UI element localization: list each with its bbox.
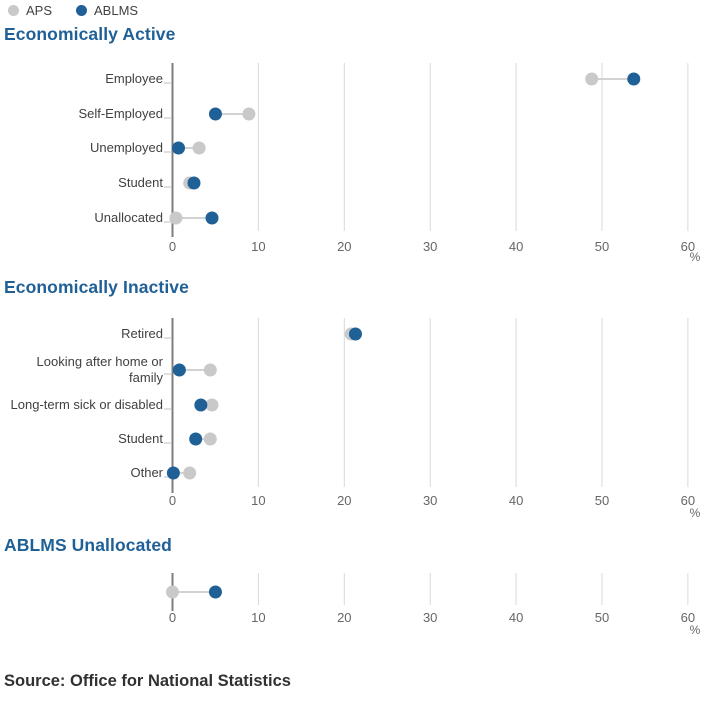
legend-dot-icon [8,5,19,16]
data-point-aps [242,107,256,121]
data-point-aps [169,211,183,225]
x-tick-label: 50 [595,239,609,254]
x-tick-label: 50 [595,493,609,508]
category-label: Retired [121,326,163,342]
x-tick-label: 60 [681,493,695,508]
x-tick-label: 60 [681,239,695,254]
data-point-aps [585,72,599,86]
x-tick-label: 40 [509,610,523,625]
data-point-ablms [166,466,180,480]
category-label: Unemployed [90,140,163,156]
x-tick-label: 50 [595,610,609,625]
x-tick-label: 10 [251,610,265,625]
data-point-ablms [348,327,362,341]
category-label: Self-Employed [78,106,163,122]
unit-label: % [690,623,701,637]
category-label: Looking after home or family [36,354,163,385]
legend-label: APS [26,3,53,18]
x-tick-label: 40 [509,239,523,254]
data-point-ablms [172,141,186,155]
category-label: Employee [105,71,163,87]
chart-title: Economically Inactive [4,277,189,297]
data-point-aps [203,432,217,446]
data-point-ablms [189,432,203,446]
chart-economically-active: Economically Active Employee Self-Employe… [0,24,707,272]
x-tick-label: 40 [509,493,523,508]
source-attribution: Source: Office for National Statistics [4,672,291,690]
legend-item-aps[interactable]: APS [8,3,52,18]
data-point-aps [192,141,206,155]
data-point-ablms [205,211,219,225]
x-tick-label: 0 [169,239,176,254]
data-point-ablms [187,176,201,190]
legend-label: ABLMS [94,3,139,18]
data-point-ablms [172,363,186,377]
category-label: Other [130,465,163,481]
data-point-ablms [627,72,641,86]
x-tick-label: 20 [337,493,351,508]
x-tick-label: 10 [251,493,265,508]
chart-legend: APS ABLMS [8,3,138,18]
x-tick-label: 0 [169,493,176,508]
x-tick-label: 30 [423,493,437,508]
data-point-aps [166,585,179,599]
unit-label: % [690,506,701,520]
x-tick-label: 60 [681,610,695,625]
data-point-aps [205,398,219,412]
data-point-ablms [208,107,222,121]
x-tick-label: 30 [423,610,437,625]
unit-label: % [690,250,701,264]
x-tick-label: 10 [251,239,265,254]
x-tick-label: 20 [337,239,351,254]
dot-plot: 0 10 20 30 40 50 60% [164,318,701,520]
chart-title: ABLMS Unallocated [4,535,172,555]
dot-plot: 0 10 20 30 40 50 60% [166,573,701,637]
data-point-aps [183,466,197,480]
dot-plot: 0 10 20 30 40 50 60% [164,63,701,264]
x-tick-label: 0 [169,610,176,625]
data-point-ablms [194,398,208,412]
x-tick-label: 30 [423,239,437,254]
legend-dot-icon [76,5,88,16]
chart-title: Economically Active [4,24,176,44]
chart-economically-inactive: Economically Inactive Retired Looking aft… [0,277,707,525]
x-tick-label: 20 [337,610,351,625]
category-label: Unallocated [94,210,163,226]
legend-item-ablms[interactable]: ABLMS [76,3,138,18]
category-label: Long-term sick or disabled [10,397,163,413]
category-label: Student [118,175,163,191]
data-point-ablms [208,585,222,599]
data-point-aps [203,363,217,377]
category-label: Student [118,431,163,447]
chart-ablms-unallocated: ABLMS Unallocated 0 10 20 30 40 50 60% [0,535,707,650]
